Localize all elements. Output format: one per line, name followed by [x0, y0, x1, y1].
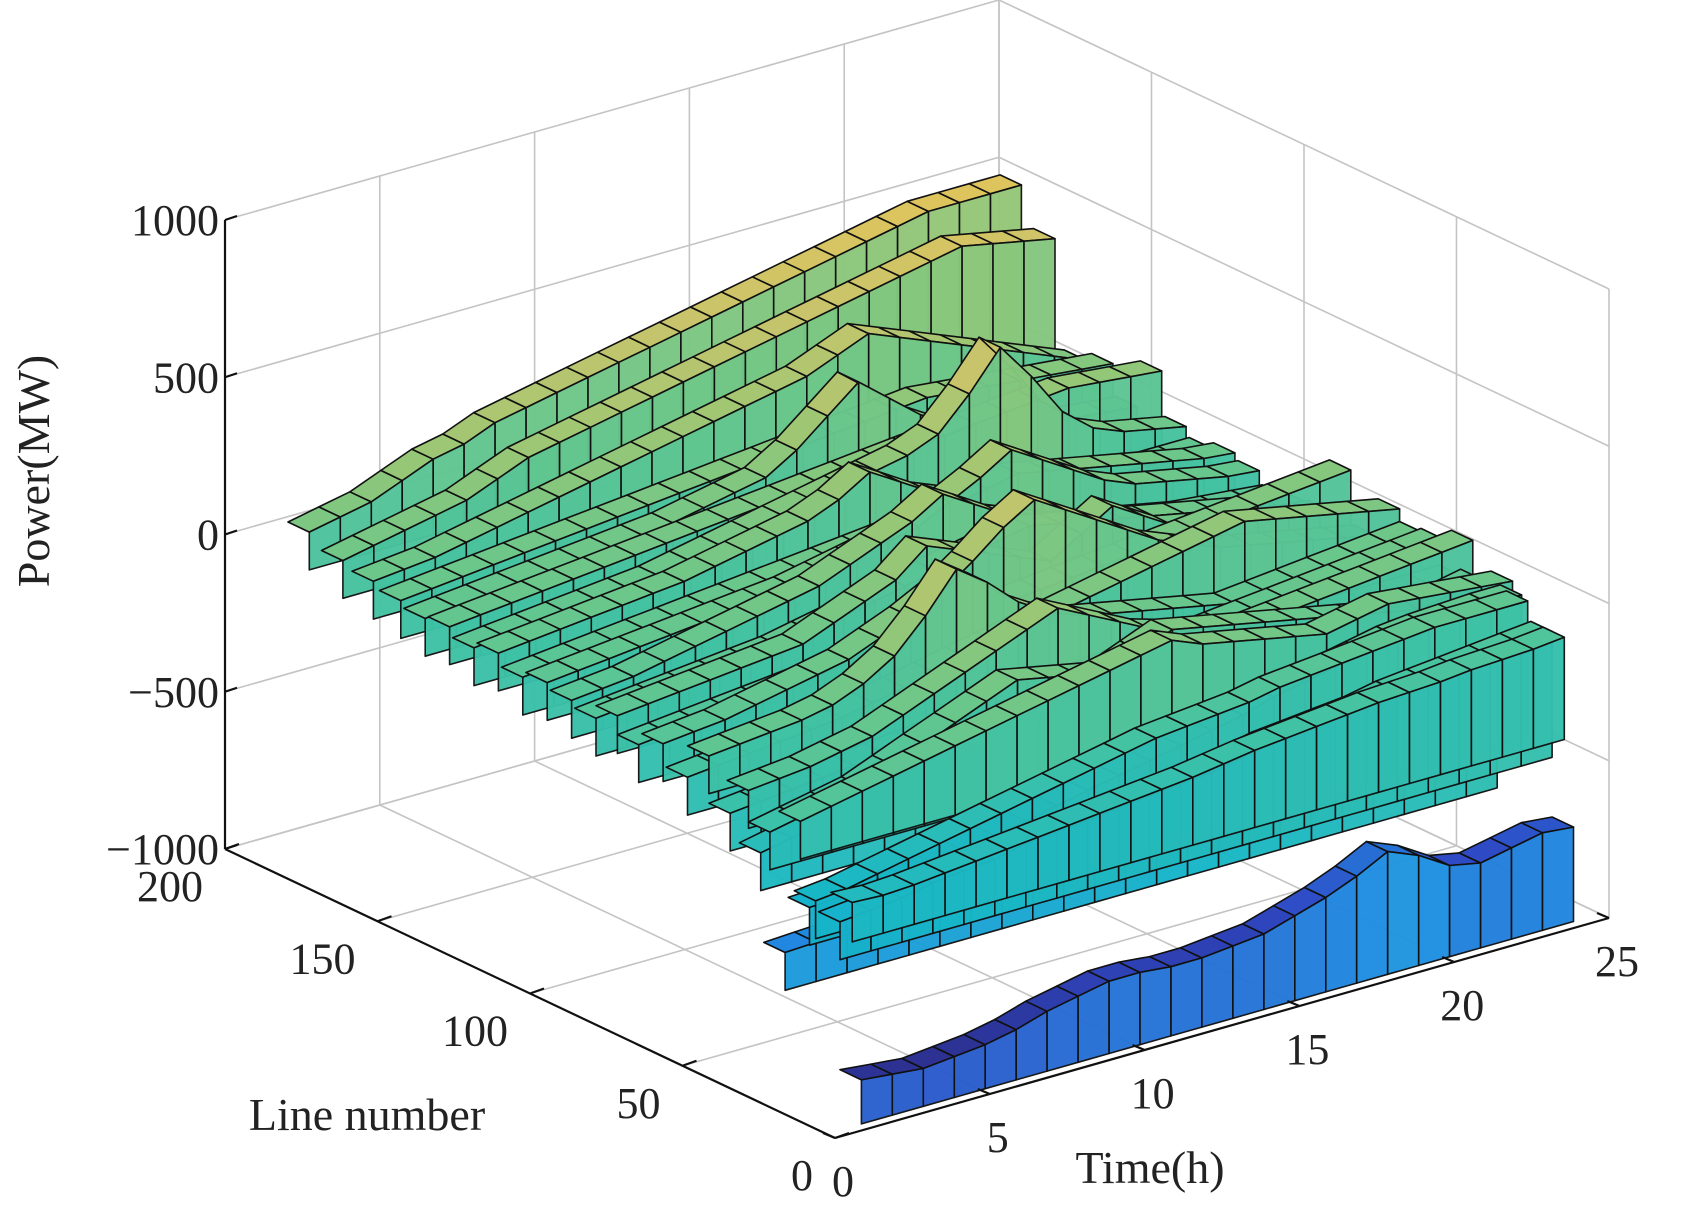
- y-tick-label: 150: [290, 934, 356, 983]
- grid-line: [998, 156, 1610, 447]
- x-axis-title: Time(h): [1075, 1142, 1224, 1193]
- surface-skirt: [1325, 875, 1358, 993]
- z-tick: [224, 214, 238, 222]
- surface-skirt: [1470, 658, 1504, 767]
- surface-skirt: [1408, 681, 1442, 785]
- grid-line: [224, 0, 1000, 221]
- y-tick-label: 200: [137, 862, 203, 911]
- surface-skirt: [1253, 737, 1287, 829]
- y-tick: [529, 987, 545, 995]
- surface-skirt: [1346, 701, 1380, 802]
- surface-skirt: [1068, 812, 1101, 882]
- surface-skirt: [1284, 725, 1318, 820]
- surface-skirt: [1377, 691, 1411, 794]
- x-tick-label: 10: [1131, 1069, 1175, 1118]
- surface-skirt: [1541, 826, 1575, 932]
- y-tick-label: 50: [617, 1079, 661, 1128]
- surface-skirt: [1386, 850, 1420, 976]
- tick-labels: −1000 −500 0 500 1000 0 50 100 150 200 0 5 10 15 20 25: [106, 196, 1639, 1206]
- surface-skirt: [1417, 854, 1451, 967]
- surface-skirt: [1448, 862, 1482, 958]
- z-tick-label: 1000: [131, 196, 219, 245]
- z-tick-label: 0: [197, 511, 219, 560]
- surface-skirt: [1223, 749, 1256, 838]
- surface-skirt: [1532, 636, 1566, 750]
- surface-skirt: [1170, 957, 1203, 1037]
- surface-skirt: [851, 894, 885, 943]
- x-tick-label: 25: [1595, 937, 1639, 986]
- z-tick-label: −1000: [106, 825, 219, 874]
- grid-line: [224, 156, 1000, 379]
- x-tick-label: 0: [832, 1157, 854, 1206]
- z-tick-label: 500: [153, 353, 219, 402]
- surface-skirt: [1479, 847, 1513, 949]
- surface-skirt: [1510, 831, 1544, 940]
- surface-skirt: [1108, 971, 1141, 1055]
- surface-skirt: [1501, 648, 1535, 758]
- x-tick-label: 20: [1440, 981, 1484, 1030]
- surface-skirt: [1099, 800, 1132, 873]
- x-tick-label: 5: [987, 1113, 1009, 1162]
- surface-skirt: [860, 1073, 894, 1125]
- x-tick: [1596, 911, 1610, 920]
- y-axis-title: Line number: [249, 1089, 485, 1140]
- surface-skirt: [1077, 980, 1110, 1064]
- z-axis-title: Power(MW): [8, 355, 59, 588]
- surface-skirt: [891, 1067, 925, 1116]
- y-tick: [682, 1059, 697, 1067]
- y-tick-label: 100: [442, 1007, 508, 1056]
- z-tick: [224, 529, 238, 536]
- z-tick-label: −500: [128, 668, 219, 717]
- grid-line: [998, 0, 1610, 290]
- z-tick: [224, 372, 238, 379]
- z-tick: [224, 686, 238, 693]
- surface-skirt: [1130, 788, 1163, 864]
- surface-skirt: [1161, 776, 1194, 855]
- surface-skirt: [1232, 933, 1265, 1020]
- y-tick: [377, 915, 392, 923]
- x-tick: [977, 1087, 991, 1096]
- surface-skirt: [1315, 713, 1349, 811]
- surface: [287, 174, 1575, 1125]
- axes: [223, 214, 1610, 1140]
- surface-skirt: [1294, 896, 1327, 1002]
- x-tick: [1286, 999, 1300, 1008]
- x-tick: [822, 1131, 836, 1140]
- surface-skirt: [1037, 824, 1070, 890]
- surface-skirt: [1439, 669, 1473, 776]
- surface-skirt: [1192, 763, 1225, 846]
- surface-skirt: [1201, 945, 1234, 1028]
- x-tick: [1132, 1043, 1146, 1052]
- y-tick-label: 0: [791, 1151, 813, 1200]
- y-tick: [224, 842, 240, 851]
- x-tick: [1441, 955, 1455, 964]
- x-axis-line: [834, 916, 1610, 1140]
- y-tick: [834, 1131, 850, 1140]
- x-tick-label: 15: [1285, 1025, 1329, 1074]
- surface-skirt: [1139, 965, 1172, 1046]
